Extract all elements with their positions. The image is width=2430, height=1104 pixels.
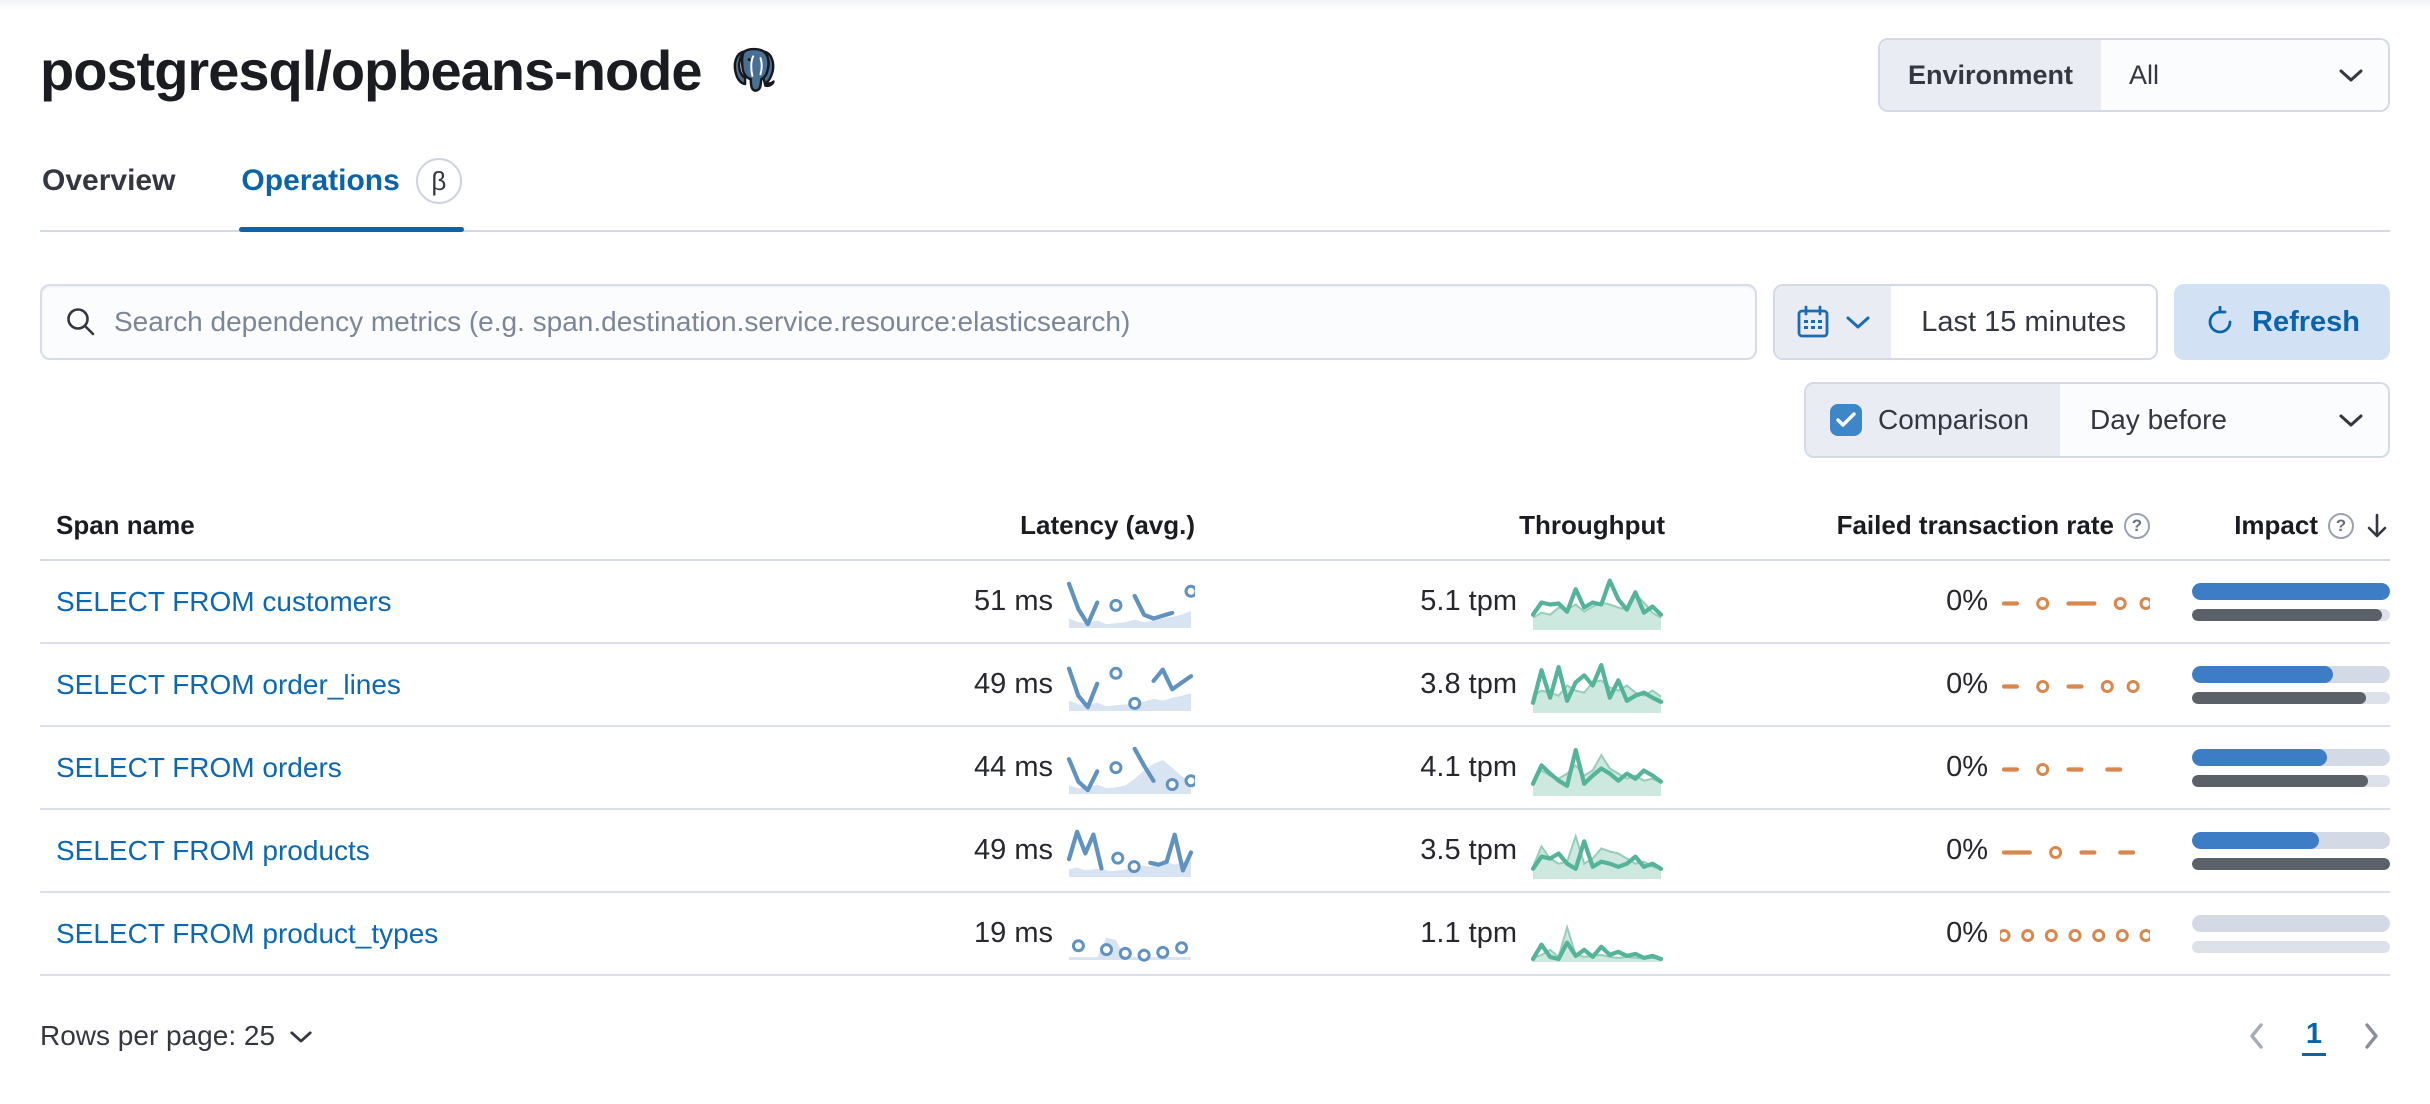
environment-select[interactable]: Environment All xyxy=(1878,38,2390,112)
latency-value: 19 ms xyxy=(974,917,1053,949)
throughput-sparkline xyxy=(1530,923,1664,962)
search-box xyxy=(40,284,1758,360)
chevron-down-icon xyxy=(290,1030,312,1042)
latency-sparkline xyxy=(1069,936,1191,962)
refresh-button[interactable]: Refresh xyxy=(2174,284,2390,360)
throughput-sparkline xyxy=(1530,662,1664,713)
failed-rate-value: 0% xyxy=(1946,585,1988,617)
tab-operations[interactable]: Operations β xyxy=(239,152,465,232)
controls-row: Last 15 minutes Refresh xyxy=(40,284,2390,360)
pagination: 1 xyxy=(2246,1016,2390,1056)
table-row: SELECT FROM order_lines 49 ms 3.8 tpm 0% xyxy=(40,644,2390,727)
date-picker[interactable]: Last 15 minutes xyxy=(1773,284,2158,360)
impact-bars xyxy=(2192,914,2390,953)
throughput-sparkline xyxy=(1530,832,1664,879)
time-range-value[interactable]: Last 15 minutes xyxy=(1891,286,2156,358)
latency-sparkline xyxy=(1066,666,1194,711)
comparison-checkbox[interactable] xyxy=(1830,404,1862,436)
page-title: postgresql/opbeans-node xyxy=(40,39,702,102)
table-footer: Rows per page: 25 1 xyxy=(40,1016,2390,1056)
throughput-sparkline xyxy=(1530,578,1664,630)
failed-rate-sparkline xyxy=(2001,845,2136,859)
impact-bars xyxy=(2192,665,2390,704)
throughput-value: 4.1 tpm xyxy=(1420,751,1517,783)
comparison-label: Comparison xyxy=(1878,404,2029,435)
page-top-shadow xyxy=(0,0,2430,10)
col-latency: Latency (avg.) xyxy=(1020,510,1195,540)
table-header: Span name Latency (avg.) Throughput Fail… xyxy=(40,510,2390,561)
search-input[interactable] xyxy=(114,306,1734,338)
page-number[interactable]: 1 xyxy=(2301,1016,2326,1056)
failed-rate-value: 0% xyxy=(1946,751,1988,783)
col-throughput: Throughput xyxy=(1519,510,1665,540)
failed-rate-value: 0% xyxy=(1946,917,1988,949)
throughput-value: 1.1 tpm xyxy=(1420,917,1517,949)
failed-rate-value: 0% xyxy=(1946,668,1988,700)
latency-value: 49 ms xyxy=(974,668,1053,700)
impact-bars xyxy=(2192,582,2390,621)
comparison-row: Comparison Day before xyxy=(40,382,2390,458)
beta-badge: β xyxy=(415,158,462,204)
throughput-value: 3.5 tpm xyxy=(1420,834,1517,866)
failed-rate-sparkline xyxy=(2001,596,2150,610)
span-name-link[interactable]: SELECT FROM customers xyxy=(56,585,392,617)
operations-table: Span name Latency (avg.) Throughput Fail… xyxy=(40,510,2390,976)
sort-desc-icon xyxy=(2367,513,2387,537)
span-name-link[interactable]: SELECT FROM products xyxy=(56,834,370,866)
environment-value: All xyxy=(2129,59,2160,90)
col-failed-rate: Failed transaction rate ? xyxy=(1665,510,2150,541)
chevron-down-icon xyxy=(2339,414,2363,427)
calendar-icon xyxy=(1797,305,1829,338)
failed-rate-sparkline xyxy=(2001,762,2123,776)
impact-bars xyxy=(2192,748,2390,787)
chevron-down-icon xyxy=(1846,316,1870,329)
failed-rate-sparkline xyxy=(2001,679,2140,693)
help-icon[interactable]: ? xyxy=(2124,512,2150,539)
rows-per-page-button[interactable]: Rows per page: 25 xyxy=(40,1020,313,1052)
span-name-link[interactable]: SELECT FROM product_types xyxy=(56,917,439,949)
latency-sparkline xyxy=(1066,746,1195,794)
failed-rate-sparkline xyxy=(2000,928,2150,942)
tab-overview[interactable]: Overview xyxy=(42,164,176,197)
failed-rate-value: 0% xyxy=(1946,834,1988,866)
latency-sparkline xyxy=(1066,581,1195,628)
comparison-select[interactable]: Day before xyxy=(2060,384,2388,456)
check-icon xyxy=(1836,412,1856,427)
latency-value: 51 ms xyxy=(974,585,1053,617)
col-span-name: Span name xyxy=(56,510,195,540)
latency-value: 44 ms xyxy=(974,751,1053,783)
latency-sparkline xyxy=(1066,829,1194,877)
latency-value: 49 ms xyxy=(974,834,1053,866)
chevron-right-icon xyxy=(2365,1023,2378,1049)
span-name-link[interactable]: SELECT FROM order_lines xyxy=(56,668,401,700)
span-name-link[interactable]: SELECT FROM orders xyxy=(56,751,342,783)
previous-page-button[interactable] xyxy=(2246,1020,2268,1052)
table-row: SELECT FROM products 49 ms 3.5 tpm 0% xyxy=(40,810,2390,893)
page-header: postgresql/opbeans-node Environment All xyxy=(40,38,2390,112)
environment-label: Environment xyxy=(1880,40,2102,110)
table-row: SELECT FROM product_types 19 ms 1.1 tpm … xyxy=(40,893,2390,976)
chevron-down-icon xyxy=(2339,69,2363,82)
postgresql-icon xyxy=(733,47,775,92)
table-row: SELECT FROM customers 51 ms 5.1 tpm 0% xyxy=(40,561,2390,644)
next-page-button[interactable] xyxy=(2360,1020,2382,1052)
table-row: SELECT FROM orders 44 ms 4.1 tpm 0% xyxy=(40,727,2390,810)
throughput-sparkline xyxy=(1530,747,1664,796)
impact-bars xyxy=(2192,831,2390,870)
chevron-left-icon xyxy=(2250,1023,2263,1049)
help-icon[interactable]: ? xyxy=(2328,512,2354,539)
col-impact[interactable]: Impact ? xyxy=(2150,510,2390,541)
throughput-value: 5.1 tpm xyxy=(1420,585,1517,617)
tab-bar: Overview Operations β xyxy=(40,152,2390,232)
search-icon xyxy=(67,308,95,336)
throughput-value: 3.8 tpm xyxy=(1420,668,1517,700)
dependency-operations-page: postgresql/opbeans-node Environment All xyxy=(0,10,2430,1056)
refresh-icon xyxy=(2208,306,2232,334)
